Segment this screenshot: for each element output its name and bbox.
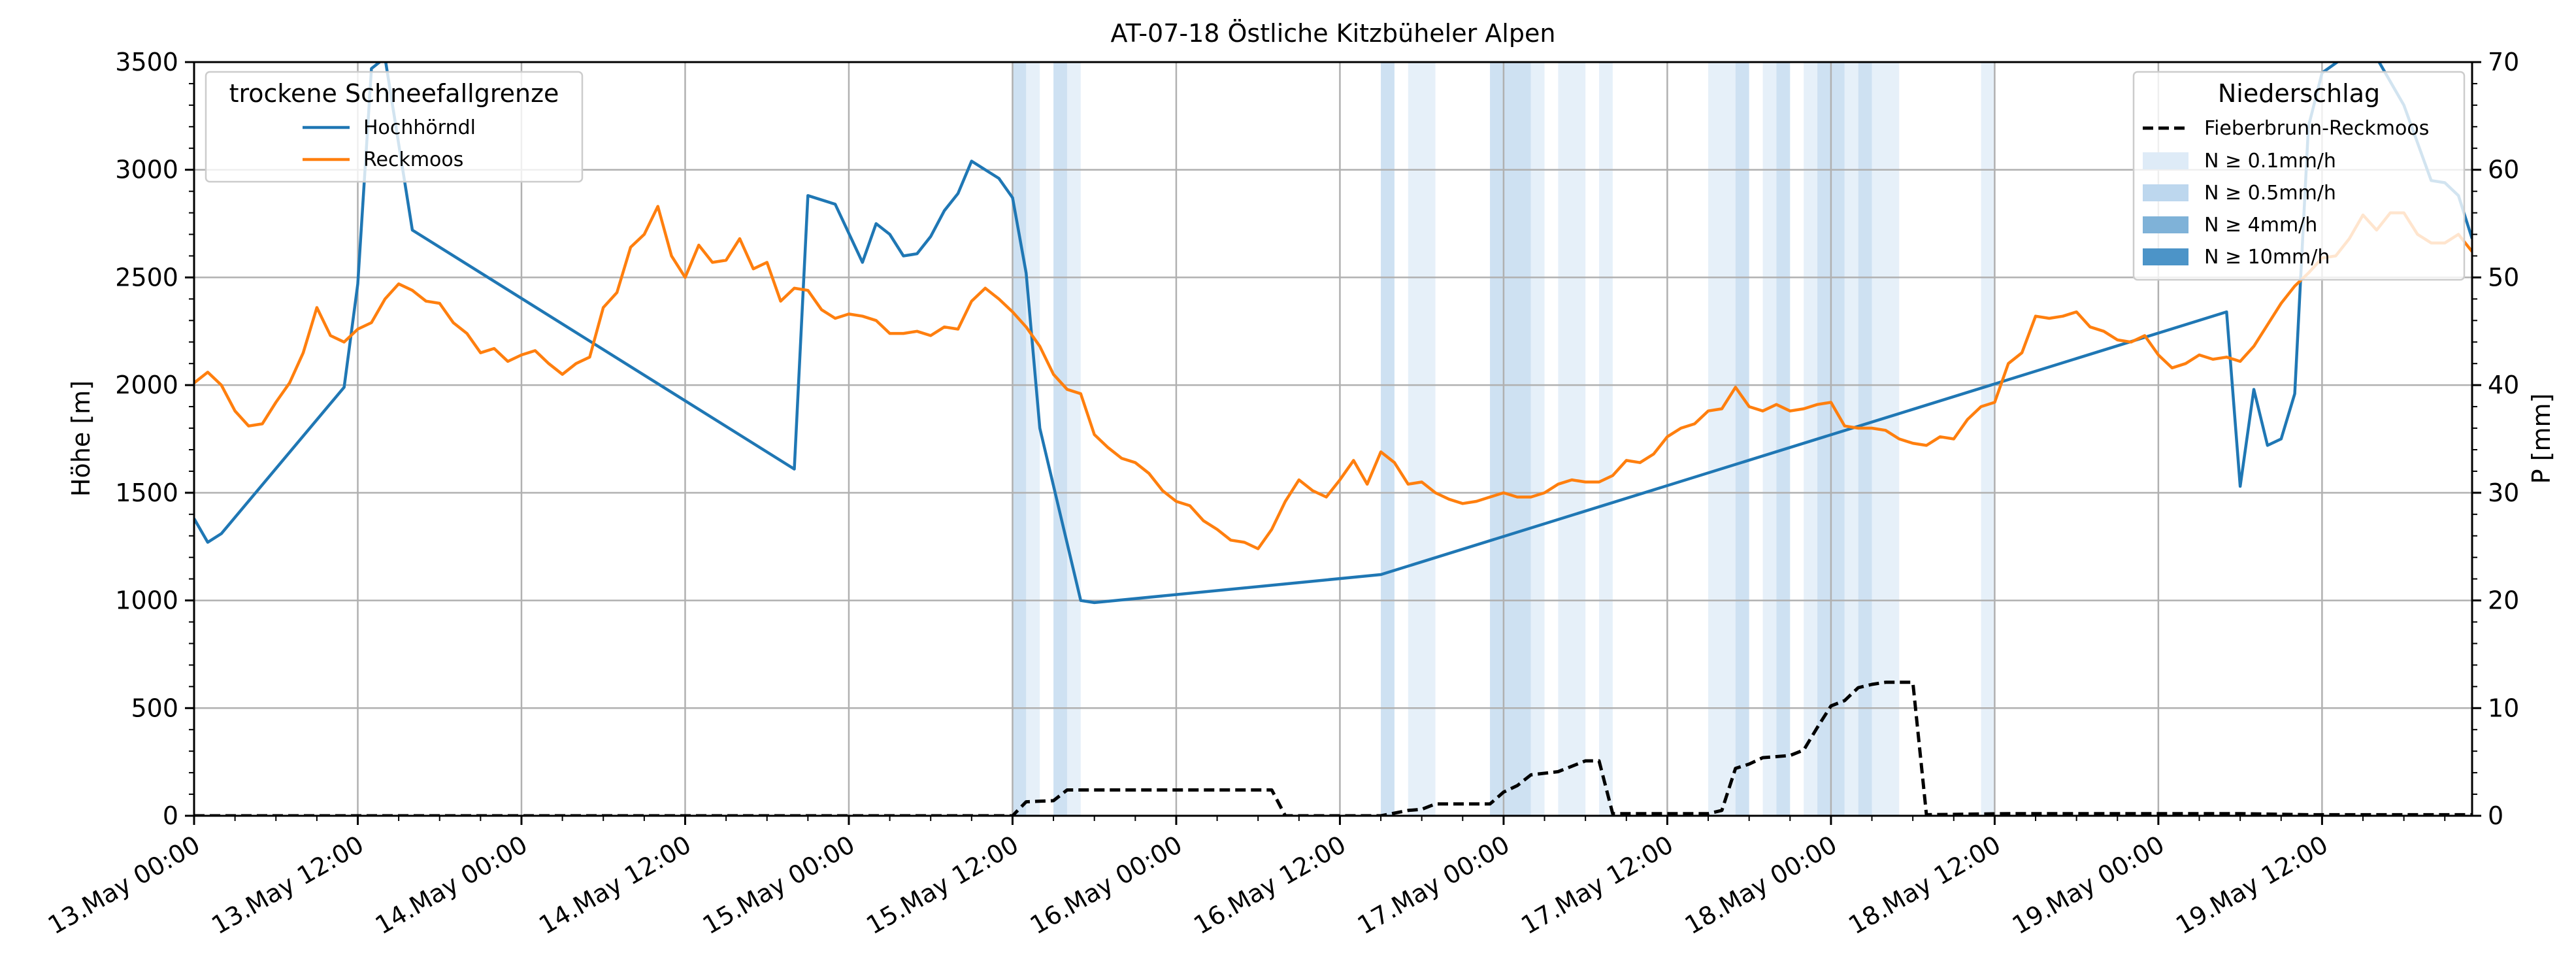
y-tick-label: 1500	[115, 478, 178, 507]
y-tick-label: 3000	[115, 156, 178, 184]
legend-swatch-n4	[2143, 216, 2188, 233]
series-reckmoos	[194, 205, 2472, 550]
y-tick-label: 3500	[115, 48, 178, 76]
y2-tick-label: 50	[2488, 263, 2519, 292]
y-tick-label: 2000	[115, 371, 178, 399]
legend-box	[2132, 71, 2466, 281]
legend-swatch-n05	[2143, 184, 2188, 201]
precipitation-bands	[1012, 62, 1995, 816]
legend-box	[205, 71, 584, 183]
precip-band	[1012, 62, 1027, 816]
y2-tick-label: 20	[2488, 586, 2519, 615]
series-fieberbrunn-reckmoos	[194, 680, 2472, 816]
precip-band	[1558, 62, 1586, 816]
legend-entry-n01: N ≥ 0.1mm/h	[2204, 150, 2336, 173]
precip-band	[1804, 62, 1818, 816]
precip-band	[1762, 62, 1777, 816]
precip-band	[1530, 62, 1545, 816]
precip-band	[1053, 62, 1067, 816]
y2-tick-label: 0	[2488, 801, 2503, 830]
precip-band	[1708, 62, 1736, 816]
legend-snowfall-limit: trockene Schneefallgrenze Hochhörndl Rec…	[205, 71, 584, 183]
legend-title: Niederschlag	[2218, 79, 2380, 108]
precip-band	[1381, 62, 1395, 816]
precip-band	[1066, 62, 1081, 816]
precip-band	[1981, 62, 1995, 816]
precip-band	[1776, 62, 1791, 816]
precip-band	[1858, 62, 1872, 816]
legend-entry-n10: N ≥ 10mm/h	[2204, 246, 2330, 269]
y2-axis-label: P [mm]	[2527, 394, 2556, 484]
precip-band	[1408, 62, 1436, 816]
y-tick-label: 500	[131, 694, 178, 722]
precip-band	[1026, 62, 1040, 816]
legend-entry-reckmoos: Reckmoos	[363, 148, 463, 171]
series-lines	[194, 62, 2472, 816]
legend-entry-n05: N ≥ 0.5mm/h	[2204, 182, 2336, 205]
legend-entry-n4: N ≥ 4mm/h	[2204, 214, 2317, 237]
y-tick-label: 2500	[115, 263, 178, 292]
precip-band	[1844, 62, 1858, 816]
y-axis-label: Höhe [m]	[67, 380, 95, 497]
y2-tick-label: 70	[2488, 48, 2519, 76]
y2-tick-label: 10	[2488, 694, 2519, 722]
y2-tick-label: 60	[2488, 156, 2519, 184]
legend-swatch-n01	[2143, 152, 2188, 169]
legend-precipitation: Niederschlag Fieberbrunn-Reckmoos N ≥ 0.…	[2132, 71, 2466, 281]
legend-entry-hochhoerndl: Hochhörndl	[363, 116, 476, 139]
series-hochh-rndl	[194, 62, 2472, 605]
legend-entry-fieberbrunn: Fieberbrunn-Reckmoos	[2204, 117, 2429, 140]
precip-band	[1735, 62, 1749, 816]
legend-swatch-n10	[2143, 248, 2188, 265]
legend-title: trockene Schneefallgrenze	[229, 79, 559, 108]
y2-tick-label: 30	[2488, 478, 2519, 507]
y2-tick-label: 40	[2488, 371, 2519, 399]
y-tick-label: 0	[163, 801, 178, 830]
precip-band	[1599, 62, 1613, 816]
precip-band	[1490, 62, 1531, 816]
chart-title: AT-07-18 Östliche Kitzbüheler Alpen	[1111, 19, 1556, 48]
y-tick-label: 1000	[115, 586, 178, 615]
precip-band	[1872, 62, 1900, 816]
plot-frame	[193, 61, 2473, 817]
